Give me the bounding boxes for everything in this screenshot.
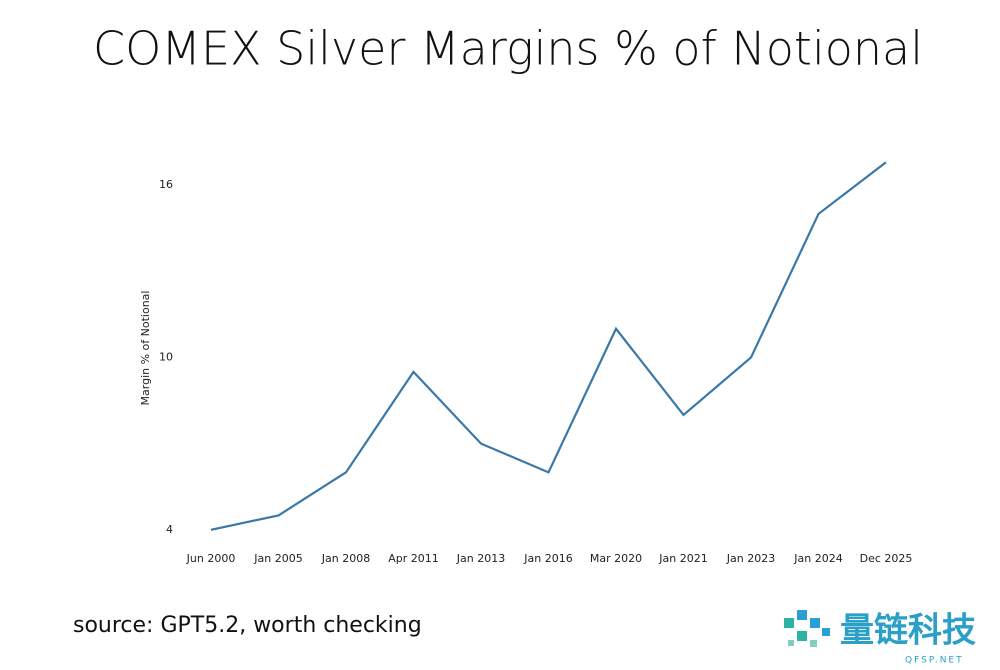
x-tick-label: Jan 2013 (456, 552, 505, 565)
source-note: source: GPT5.2, worth checking (73, 613, 422, 638)
x-tick-label: Dec 2025 (860, 552, 913, 565)
x-tick-label: Jan 2024 (793, 552, 842, 565)
watermark: 量链科技 (840, 611, 976, 651)
chart-title: COMEX Silver Margins % of Notional (93, 22, 923, 76)
x-tick-label: Apr 2011 (388, 552, 439, 565)
x-tick-label: Jun 2000 (186, 552, 236, 565)
x-tick-label: Jan 2023 (726, 552, 775, 565)
y-tick-label: 16 (159, 178, 173, 191)
y-tick-label: 4 (166, 523, 173, 536)
x-tick-label: Jan 2021 (658, 552, 707, 565)
x-tick-label: Jan 2005 (253, 552, 302, 565)
x-tick-label: Mar 2020 (590, 552, 642, 565)
x-tick-label: Jan 2008 (321, 552, 370, 565)
data-line (210, 161, 887, 531)
x-tick-label: Jan 2016 (523, 552, 572, 565)
y-axis-label: Margin % of Notional (139, 291, 152, 406)
y-tick-label: 10 (159, 350, 173, 363)
watermark-icon (784, 610, 830, 647)
watermark-url: QFSP.NET (905, 656, 964, 666)
